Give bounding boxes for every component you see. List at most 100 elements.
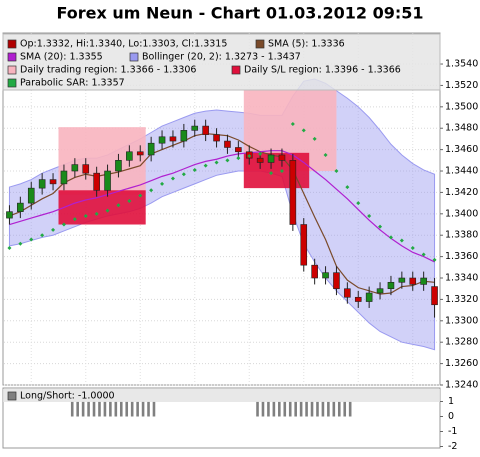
y-tick-label: 1.3340: [445, 273, 478, 284]
candle-body: [158, 136, 166, 144]
candle-body: [354, 296, 362, 302]
legend-label: Parabolic SAR: 1.3357: [20, 78, 125, 89]
sar-dot: [83, 213, 88, 218]
legend-box: [3, 389, 440, 402]
sar-dot: [421, 252, 426, 257]
sar-dot: [345, 185, 350, 190]
sar-dot: [105, 208, 110, 213]
bar: [272, 401, 276, 417]
y-tick-label: 0: [448, 411, 454, 422]
sar-dot: [203, 163, 208, 168]
sar-dot: [127, 198, 132, 203]
bar: [81, 401, 85, 417]
legend-label: Daily trading region: 1.3366 - 1.3306: [20, 65, 196, 76]
sar-dot: [323, 152, 328, 157]
bar: [283, 401, 287, 417]
region-box: [58, 190, 146, 225]
candle-body: [104, 170, 111, 191]
sar-dot: [334, 169, 339, 174]
candle-body: [169, 136, 177, 142]
candle-body: [60, 170, 68, 185]
bar: [337, 401, 341, 417]
candle-body: [213, 134, 220, 142]
legend-label: SMA (20): 1.3355: [20, 52, 103, 63]
legend-box: [2, 33, 441, 91]
bar: [87, 401, 90, 417]
sar-dot: [160, 181, 165, 186]
candle-body: [267, 154, 275, 163]
y-tick-label: 1.3520: [445, 80, 478, 91]
legend-label: SMA (5): 1.3336: [268, 39, 345, 50]
candle-body: [147, 142, 155, 156]
bar: [288, 401, 292, 417]
candle-body: [38, 179, 46, 189]
candle-body: [398, 277, 406, 283]
bar: [305, 401, 308, 417]
sar-dot: [301, 128, 306, 133]
y-tick-label: 1.3540: [445, 59, 478, 70]
indicator-line: [9, 150, 435, 263]
candle-body: [180, 130, 188, 142]
bar: [316, 401, 319, 417]
candle-body: [191, 125, 199, 131]
candle-body: [82, 164, 90, 174]
bar: [136, 401, 139, 417]
y-tick-label: 1.3300: [445, 315, 478, 326]
sar-dot: [40, 233, 45, 238]
bar: [114, 401, 118, 417]
bar: [267, 401, 270, 417]
sar-dot: [192, 167, 197, 172]
candle-body: [256, 157, 264, 163]
sar-dot: [18, 241, 23, 246]
sar-dot: [116, 203, 121, 208]
sar-dot: [149, 188, 154, 193]
sar-dot: [279, 169, 284, 174]
candle-body: [344, 288, 351, 298]
legend-swatch: [7, 78, 17, 88]
candle-body: [278, 154, 286, 161]
bar: [103, 401, 107, 417]
bar: [327, 401, 330, 417]
candle-body: [365, 292, 373, 302]
bar: [76, 401, 79, 417]
bar: [70, 401, 74, 417]
candle-body: [409, 277, 417, 285]
y-tick-label: 1.3320: [445, 294, 478, 305]
sar-dot: [258, 151, 263, 156]
candle-body: [289, 160, 297, 225]
y-tick-label: 1: [448, 396, 454, 407]
y-tick-label: 1.3240: [445, 380, 478, 391]
bar: [343, 401, 347, 417]
y-tick-label: 1.3420: [445, 187, 478, 198]
candle-body: [311, 264, 318, 279]
sar-dot: [247, 154, 252, 159]
bar: [348, 401, 352, 417]
bar: [152, 401, 156, 417]
candle-body: [17, 202, 24, 212]
candle-body: [431, 286, 438, 306]
candle-body: [235, 147, 242, 153]
sar-dot: [432, 257, 437, 262]
candle-body: [126, 151, 133, 161]
legend-swatch: [129, 52, 139, 62]
bar: [125, 401, 129, 417]
y-tick-label: 1.3280: [445, 337, 478, 348]
sar-dot: [312, 136, 317, 141]
sar-dot: [236, 156, 241, 161]
y-tick-label: 1.3500: [445, 101, 478, 112]
legend-swatch: [7, 65, 17, 75]
sar-dot: [214, 160, 219, 165]
bar: [98, 401, 101, 417]
bar: [256, 401, 259, 417]
y-tick-label: 1.3260: [445, 358, 478, 369]
legend-swatch: [231, 65, 241, 75]
legend-swatch: [7, 391, 17, 401]
sar-dot: [367, 213, 372, 218]
sar-dot: [170, 176, 175, 181]
candle-body: [322, 272, 329, 279]
candle-body: [300, 224, 308, 266]
y-tick-label: -2: [448, 441, 457, 452]
region-box: [58, 127, 146, 195]
